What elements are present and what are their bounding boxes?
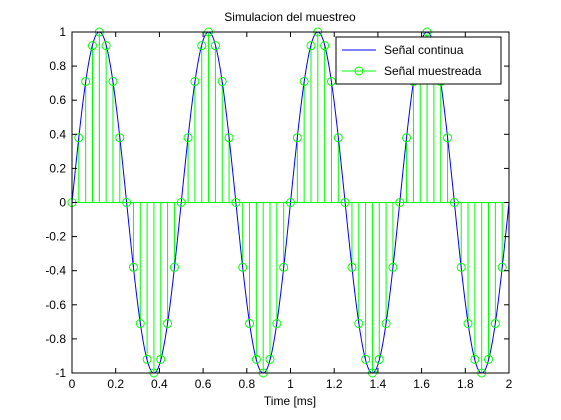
sample-marker — [484, 354, 494, 364]
x-tick-label: 0.6 — [195, 377, 212, 391]
sample-marker — [340, 198, 350, 207]
sample-marker — [101, 41, 111, 51]
y-tick-label: 0.4 — [49, 127, 66, 141]
sample-marker — [142, 354, 152, 364]
sample-marker — [251, 354, 261, 364]
sample-marker — [87, 41, 97, 51]
y-tick-label: 0 — [59, 196, 66, 210]
sample-marker — [443, 133, 453, 143]
sample-marker — [224, 133, 234, 143]
series-layer — [67, 27, 510, 378]
sample-marker — [272, 319, 282, 329]
sample-marker — [156, 354, 166, 364]
legend-label-sampled: Señal muestreada — [384, 64, 482, 78]
x-tick-label: 1.8 — [457, 377, 474, 391]
sample-marker — [108, 76, 118, 86]
y-tick-label: 0.2 — [49, 161, 66, 175]
sample-marker — [176, 198, 186, 207]
legend-marker-swatch — [354, 66, 364, 76]
sample-marker — [128, 262, 138, 272]
sample-marker — [122, 198, 132, 207]
sample-marker — [135, 319, 145, 329]
sample-marker — [81, 76, 91, 86]
x-tick-label: 0 — [69, 377, 76, 391]
y-tick-label: 0.8 — [49, 59, 66, 73]
sample-marker — [395, 198, 405, 207]
sample-marker — [449, 198, 459, 207]
x-tick-label: 1 — [287, 377, 294, 391]
y-tick-label: -0.4 — [45, 264, 66, 278]
sample-marker — [190, 76, 200, 86]
sample-marker — [210, 41, 220, 51]
sample-marker — [374, 354, 384, 364]
sample-marker — [292, 133, 302, 143]
sample-marker — [347, 262, 357, 272]
x-axis-label: Time [ms] — [264, 394, 316, 408]
legend: Señal continua Señal muestreada — [335, 36, 502, 85]
sample-marker — [402, 133, 412, 143]
x-tick-label: 0.4 — [151, 377, 168, 391]
y-tick-label: -0.6 — [45, 298, 66, 312]
x-tick-label: 0.2 — [107, 377, 124, 391]
sample-marker — [245, 319, 255, 329]
x-tick-label: 0.8 — [238, 377, 255, 391]
sample-marker — [456, 262, 466, 272]
sample-marker — [115, 133, 125, 143]
sample-marker — [470, 354, 480, 364]
y-tick-label: -0.2 — [45, 230, 66, 244]
sample-marker — [497, 262, 507, 272]
chart-title: Simulacion del muestreo — [224, 10, 356, 24]
sample-marker — [183, 133, 193, 143]
sample-marker — [490, 319, 500, 329]
sample-marker — [354, 319, 364, 329]
sample-marker — [381, 319, 391, 329]
x-tick-label: 1.2 — [326, 377, 343, 391]
legend-label-continuous: Señal continua — [384, 43, 464, 57]
sample-marker — [286, 198, 295, 207]
sample-marker — [320, 41, 330, 51]
sample-marker — [238, 262, 248, 272]
y-tick-label: -0.8 — [45, 332, 66, 346]
y-tick-label: -1 — [55, 366, 66, 380]
sample-marker — [217, 76, 227, 86]
sample-marker — [279, 262, 289, 272]
sample-marker — [265, 354, 275, 364]
sample-marker — [326, 76, 336, 86]
sample-marker — [231, 198, 241, 207]
sample-marker — [74, 133, 84, 143]
y-tick-label: 0.6 — [49, 93, 66, 107]
sample-marker — [388, 262, 398, 272]
sample-marker — [197, 41, 207, 51]
sample-marker — [333, 133, 343, 143]
tick-layer: 0 0.2 0.4 0.6 0.8 1 1.2 1.4 1.6 1.8 2 1 0.8 0.6 0.4 0.2… — [45, 25, 512, 391]
sample-marker — [169, 262, 179, 272]
x-tick-label: 1.4 — [370, 377, 387, 391]
legend-box — [335, 36, 502, 85]
sample-marker — [299, 76, 309, 86]
x-tick-label: 1.6 — [413, 377, 430, 391]
sample-marker — [306, 41, 316, 51]
sample-marker — [163, 319, 173, 329]
x-tick-label: 2 — [506, 377, 513, 391]
sample-marker — [361, 354, 371, 364]
y-tick-label: 1 — [59, 25, 66, 39]
sample-marker — [463, 319, 473, 329]
